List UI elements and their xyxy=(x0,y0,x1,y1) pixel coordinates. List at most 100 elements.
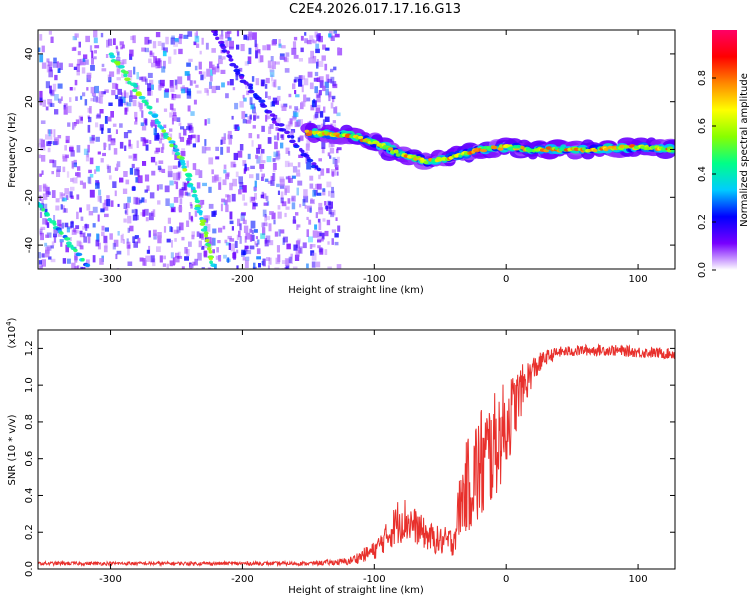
heatmap-noise-cell xyxy=(139,76,143,81)
heatmap-noise-cell xyxy=(256,147,261,154)
heatmap-noise-cell xyxy=(150,255,155,263)
heatmap-noise-cell xyxy=(155,134,160,140)
heatmap-noise-cell xyxy=(59,100,62,104)
heatmap-noise-cell xyxy=(328,207,332,215)
heatmap-noise-cell xyxy=(312,55,317,64)
heatmap-noise-cell xyxy=(112,242,116,250)
heatmap-track-cell xyxy=(248,86,253,90)
heatmap-noise-cell xyxy=(54,109,59,115)
heatmap-noise-cell xyxy=(319,80,324,88)
heatmap-noise-cell xyxy=(179,136,185,142)
heatmap-track-cell xyxy=(204,233,209,238)
heatmap-noise-cell xyxy=(57,135,62,139)
heatmap-noise-cell xyxy=(187,179,190,186)
heatmap-noise-cell xyxy=(246,90,250,96)
heatmap-noise-cell xyxy=(225,242,231,246)
heatmap-noise-cell xyxy=(316,77,321,82)
heatmap-noise-cell xyxy=(78,242,83,247)
heatmap-noise-cell xyxy=(268,126,272,134)
heatmap-track-cell xyxy=(138,95,146,100)
heatmap-noise-cell xyxy=(46,58,50,63)
heatmap-noise-cell xyxy=(128,155,133,159)
heatmap-track-cell xyxy=(198,211,203,216)
heatmap-noise-cell xyxy=(49,132,53,140)
heatmap-noise-cell xyxy=(211,237,216,246)
heatmap-noise-cell xyxy=(118,96,122,101)
heatmap-noise-cell xyxy=(244,245,249,249)
heatmap-noise-cell xyxy=(175,181,179,190)
spectrogram-y-tick-label: 0 xyxy=(24,146,35,152)
heatmap-noise-cell xyxy=(239,144,244,151)
heatmap-noise-cell xyxy=(316,124,321,133)
heatmap-noise-cell xyxy=(159,184,163,190)
heatmap-noise-cell xyxy=(229,79,234,86)
heatmap-noise-cell xyxy=(81,67,86,74)
heatmap-noise-cell xyxy=(244,260,249,268)
heatmap-noise-cell xyxy=(62,154,67,159)
heatmap-noise-cell xyxy=(244,236,247,243)
heatmap-noise-cell xyxy=(254,241,257,245)
heatmap-noise-cell xyxy=(265,235,271,243)
heatmap-noise-cell xyxy=(57,83,63,89)
heatmap-noise-cell xyxy=(306,229,309,237)
heatmap-noise-cell xyxy=(99,196,102,204)
heatmap-noise-cell xyxy=(218,55,222,59)
heatmap-noise-cell xyxy=(324,63,328,71)
heatmap-noise-cell xyxy=(147,72,153,78)
heatmap-noise-cell xyxy=(246,60,250,65)
heatmap-noise-cell xyxy=(95,165,100,172)
heatmap-noise-cell xyxy=(257,49,260,53)
heatmap-noise-cell xyxy=(119,123,123,128)
heatmap-track-cell xyxy=(123,70,129,75)
heatmap-noise-cell xyxy=(142,258,146,266)
heatmap-noise-cell xyxy=(234,124,240,131)
heatmap-noise-cell xyxy=(45,81,50,89)
snr-y-tick-label: 1.0 xyxy=(24,377,35,393)
heatmap-noise-cell xyxy=(53,57,57,64)
heatmap-track-cell xyxy=(316,167,321,172)
heatmap-noise-cell xyxy=(39,138,43,145)
heatmap-noise-cell xyxy=(311,261,316,268)
heatmap-noise-cell xyxy=(208,186,212,193)
snr-ticks: -300 -200 -100 0 100 0.0 0.2 0.4 0.6 0.8 1.0 1.2 xyxy=(24,330,675,585)
heatmap-noise-cell xyxy=(198,170,203,178)
heatmap-noise-cell xyxy=(153,56,157,63)
heatmap-noise-cell xyxy=(66,171,70,178)
heatmap-noise-cell xyxy=(74,255,78,263)
heatmap-noise-cell xyxy=(221,82,225,88)
heatmap-noise-cell xyxy=(83,54,88,59)
heatmap-noise-cell xyxy=(63,107,68,115)
heatmap-noise-cell xyxy=(335,165,339,171)
heatmap-track-cell xyxy=(243,81,249,85)
heatmap-noise-cell xyxy=(161,42,165,51)
heatmap-noise-cell xyxy=(157,165,162,171)
heatmap-noise-cell xyxy=(115,253,118,260)
heatmap-noise-cell xyxy=(274,267,280,269)
heatmap-noise-cell xyxy=(330,212,335,218)
heatmap-noise-cell xyxy=(273,172,276,181)
heatmap-noise-cell xyxy=(81,60,86,66)
heatmap-noise-cell xyxy=(64,188,70,195)
spectrogram-y-tick-label: 40 xyxy=(24,48,35,61)
heatmap-noise-cell xyxy=(332,157,336,165)
heatmap-noise-cell xyxy=(46,190,50,197)
heatmap-noise-cell xyxy=(273,219,276,225)
heatmap-noise-cell xyxy=(51,241,55,246)
heatmap-noise-cell xyxy=(294,90,297,95)
heatmap-noise-cell xyxy=(42,193,48,200)
heatmap-noise-cell xyxy=(153,229,157,236)
heatmap-noise-cell xyxy=(76,70,80,76)
snr-y-tick-label: 0.2 xyxy=(24,524,35,540)
heatmap-noise-cell xyxy=(162,263,167,267)
heatmap-noise-cell xyxy=(171,35,175,39)
heatmap-noise-cell xyxy=(189,80,193,86)
heatmap-track-cell xyxy=(314,165,319,169)
heatmap-noise-cell xyxy=(76,194,80,200)
heatmap-noise-cell xyxy=(49,85,52,94)
heatmap-noise-cell xyxy=(205,146,211,151)
heatmap-track-cell xyxy=(228,58,234,62)
heatmap-noise-cell xyxy=(265,91,268,98)
heatmap-noise-cell xyxy=(176,226,181,233)
heatmap-noise-cell xyxy=(134,168,139,176)
heatmap-noise-cell xyxy=(271,61,276,70)
